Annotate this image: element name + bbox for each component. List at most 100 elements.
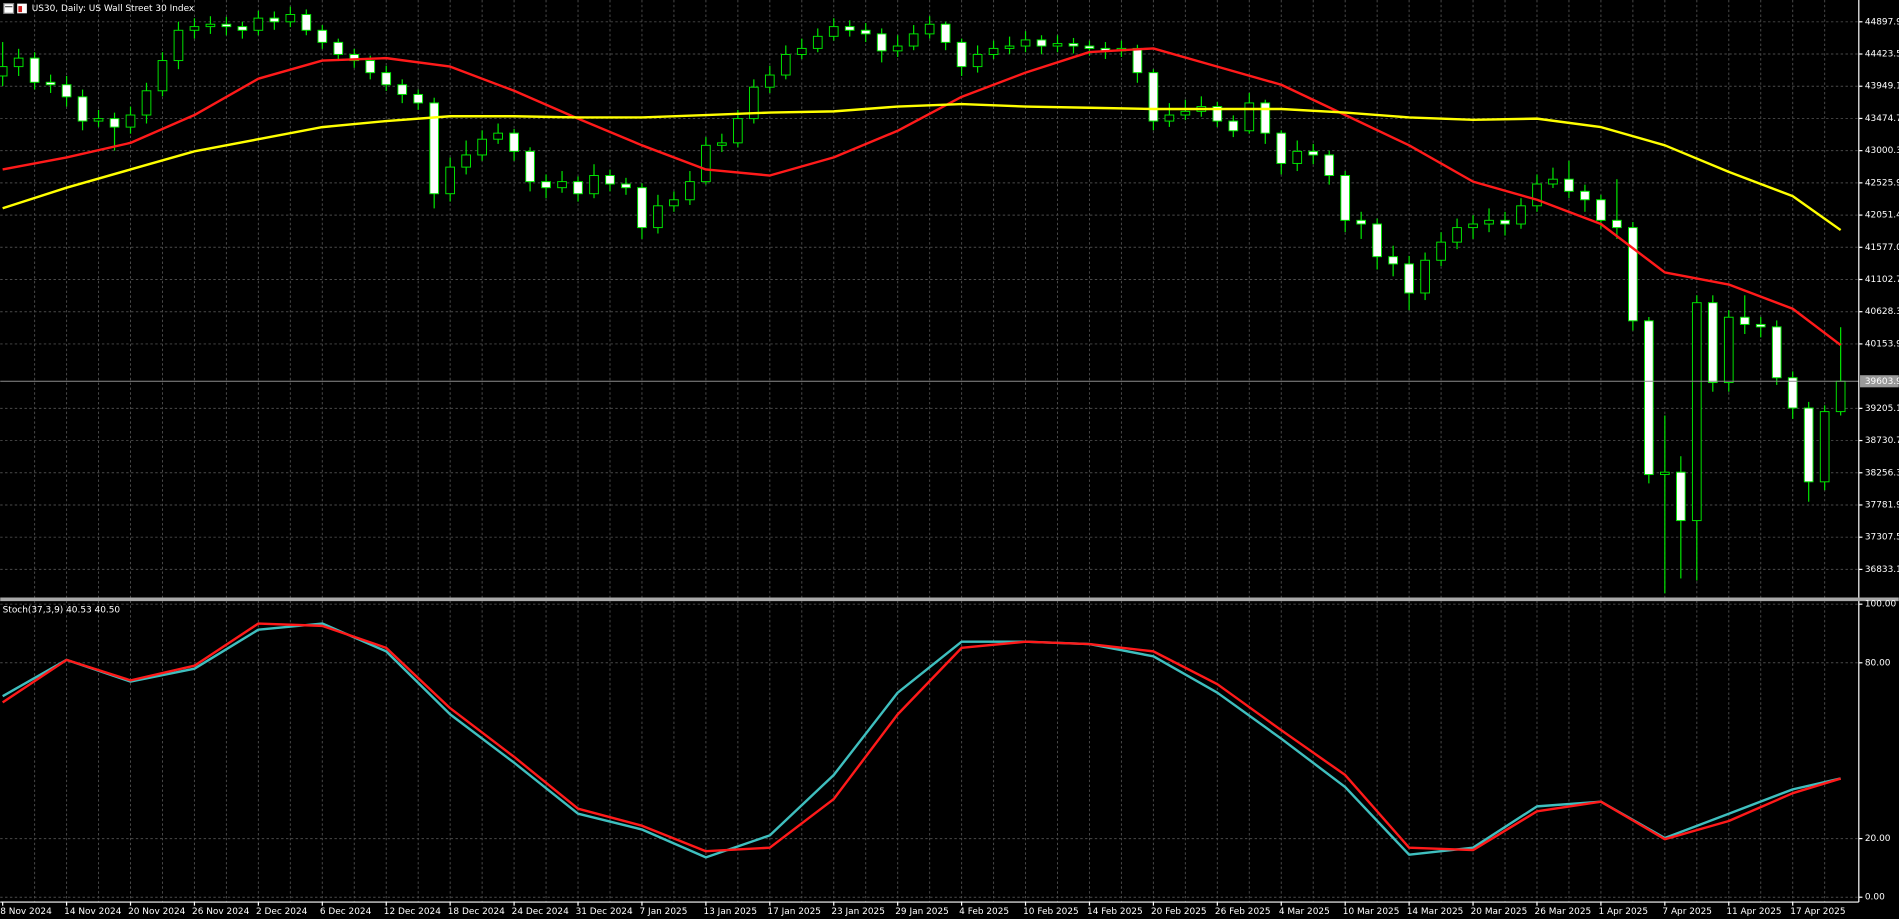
candle-body — [1420, 259, 1430, 294]
y-tick-label: 42525.9 — [1865, 178, 1899, 188]
y-tick-label: 80.00 — [1865, 658, 1891, 668]
candle-body — [541, 181, 551, 189]
y-tick-label: 44423.5 — [1865, 50, 1899, 60]
candle-body — [1276, 132, 1287, 164]
y-tick-label: 36833.1 — [1865, 565, 1899, 575]
candle-body — [1052, 43, 1063, 47]
candle-body — [1404, 263, 1414, 294]
candle-body — [812, 35, 823, 49]
candle-body — [1484, 219, 1494, 225]
candle-body — [940, 23, 951, 43]
candle-body — [892, 45, 903, 52]
y-tick-label: 44897.9 — [1865, 17, 1899, 27]
candle-body — [93, 118, 104, 122]
y-tick-label: 43000.3 — [1865, 146, 1899, 156]
candle-body — [1036, 39, 1047, 47]
candle-body — [333, 41, 344, 55]
candle-body — [253, 17, 264, 31]
candle-body — [1548, 178, 1558, 185]
candle-body — [429, 102, 440, 195]
candle-body — [653, 205, 663, 229]
marks — [0, 6, 1859, 859]
y-tick-label: 42051.4 — [1865, 211, 1899, 221]
candle-body — [1212, 106, 1223, 122]
line-series — [2, 102, 1842, 232]
candle-body — [285, 14, 296, 23]
y-tick-label: 0.00 — [1865, 893, 1885, 903]
candle-body — [1356, 219, 1367, 225]
candle-body — [557, 181, 567, 189]
candle-body — [0, 66, 8, 77]
candle-body — [780, 53, 791, 76]
candle-body — [844, 26, 855, 31]
x-tick-label: 17 Jan 2025 — [767, 907, 821, 917]
line-series — [2, 47, 1842, 347]
candle-body — [972, 53, 983, 68]
candle-body — [461, 154, 471, 168]
candle-body — [669, 199, 679, 207]
x-tick-label: 7 Apr 2025 — [1662, 907, 1712, 917]
candle-body — [1228, 120, 1239, 132]
x-tick-label: 13 Jan 2025 — [703, 907, 757, 917]
y-tick-label: 38256.3 — [1865, 468, 1899, 478]
x-tick-label: 10 Feb 2025 — [1023, 907, 1079, 917]
candle-body — [1564, 178, 1574, 192]
candle-body — [1020, 39, 1031, 47]
candle-body — [1084, 45, 1095, 49]
candle-body — [45, 81, 56, 86]
candle-body — [1755, 323, 1766, 328]
candle-body — [1691, 302, 1702, 522]
candle-body — [733, 118, 743, 144]
icon — [18, 6, 23, 13]
candle-body — [924, 23, 935, 35]
candle-body — [349, 53, 360, 62]
candle-body — [1436, 241, 1446, 261]
x-tick-label: 7 Jan 2025 — [640, 907, 688, 917]
candle-body — [317, 29, 328, 43]
x-tick-label: 14 Mar 2025 — [1407, 907, 1464, 917]
x-tick-label: 24 Dec 2024 — [512, 907, 569, 917]
x-tick-label: 26 Feb 2025 — [1215, 907, 1271, 917]
candle-body — [685, 181, 695, 201]
candle-body — [445, 166, 456, 195]
candle-body — [1452, 227, 1462, 243]
x-tick-label: 29 Jan 2025 — [895, 907, 949, 917]
x-tick-label: 4 Feb 2025 — [959, 907, 1009, 917]
candle-body — [1723, 316, 1734, 384]
y-tick-label: 41577.0 — [1865, 243, 1899, 253]
current-price-label: 39603.9 — [1865, 377, 1899, 387]
y-tick-label: 20.00 — [1865, 834, 1891, 844]
candle-body — [493, 132, 503, 140]
candle-body — [1260, 102, 1271, 134]
x-tick-label: 14 Feb 2025 — [1087, 907, 1143, 917]
icon — [3, 3, 15, 14]
candle-body — [61, 84, 72, 98]
candle-body — [365, 60, 376, 74]
x-tick-label: 8 Nov 2024 — [0, 907, 52, 917]
y-tick-label: 37307.5 — [1865, 533, 1899, 543]
candle-body — [717, 142, 727, 146]
x-tick-label: 10 Mar 2025 — [1343, 907, 1400, 917]
candle-body — [269, 17, 280, 23]
candle-body — [1132, 47, 1143, 74]
candle-body — [796, 47, 807, 55]
candle-body — [748, 86, 759, 120]
candle-body — [764, 74, 775, 88]
candle-body — [1164, 114, 1175, 122]
candle-body — [205, 23, 216, 28]
candle-body — [701, 144, 711, 183]
candle-body — [1771, 326, 1782, 379]
candle-body — [189, 26, 200, 31]
candle-body — [1468, 223, 1478, 229]
indicator-title: Stoch(37,3,9) 40.53 40.50 — [3, 606, 121, 616]
y-tick-label: 38730.7 — [1865, 436, 1899, 446]
x-tick-label: 12 Dec 2024 — [384, 907, 441, 917]
candle-body — [141, 90, 152, 116]
x-tick-label: 31 Dec 2024 — [576, 907, 633, 917]
candle-body — [1787, 377, 1798, 409]
icon — [5, 6, 13, 8]
candle-body — [1580, 190, 1590, 201]
candle-body — [413, 93, 424, 104]
candle-body — [1803, 407, 1814, 483]
candle-body — [573, 181, 583, 195]
